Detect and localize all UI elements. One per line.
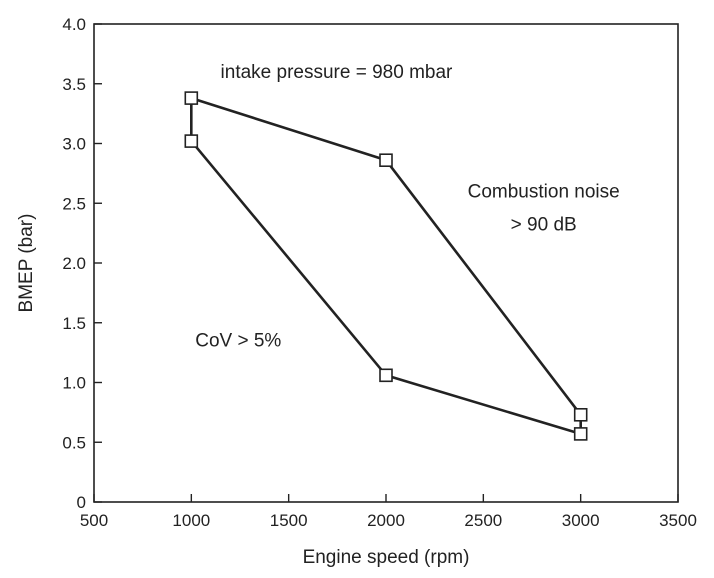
axis-tick-labels: 500 1000 1500 2000 2500 3000 3500 0 0.5 1.0 1.5 2.0…: [62, 15, 697, 530]
annotation-text: CoV > 5%: [195, 331, 281, 352]
y-tick-label: 1.0: [62, 374, 86, 393]
x-tick-label: 1000: [172, 511, 210, 530]
x-tick-label: 1500: [270, 511, 308, 530]
series-markers: [184, 91, 588, 441]
x-tick-label: 3500: [659, 511, 697, 530]
y-tick-label: 1.5: [62, 314, 86, 333]
data-point-marker: [379, 368, 393, 383]
plot-frame: [93, 23, 679, 503]
y-tick-label: 0: [77, 493, 86, 512]
annotation-text: intake pressure = 980 mbar: [221, 62, 453, 83]
data-point-marker: [184, 91, 199, 105]
y-axis-label: BMEP (bar): [16, 214, 37, 313]
y-tick-label: 4.0: [62, 15, 86, 34]
annotation-text: Combustion noise: [468, 181, 620, 202]
y-tick-label: 3.0: [62, 135, 86, 154]
y-tick-label: 3.5: [62, 75, 86, 94]
annotations: intake pressure = 980 mbar Combustion noi…: [195, 62, 620, 352]
y-tick-label: 2.0: [62, 254, 86, 273]
data-point-marker: [184, 134, 199, 148]
x-tick-label: 2500: [464, 511, 502, 530]
series-line-envelope: [190, 96, 582, 436]
y-tick-label: 0.5: [62, 433, 86, 452]
x-axis-label: Engine speed (rpm): [303, 547, 470, 568]
axis-ticks: [93, 23, 679, 503]
data-point-marker: [573, 407, 588, 422]
x-tick-label: 3000: [562, 511, 600, 530]
annotation-text: > 90 dB: [511, 215, 577, 236]
x-tick-label: 500: [80, 511, 108, 530]
x-tick-label: 2000: [367, 511, 405, 530]
data-point-marker: [379, 153, 393, 167]
y-tick-label: 2.5: [62, 194, 86, 213]
data-point-marker: [573, 427, 588, 441]
